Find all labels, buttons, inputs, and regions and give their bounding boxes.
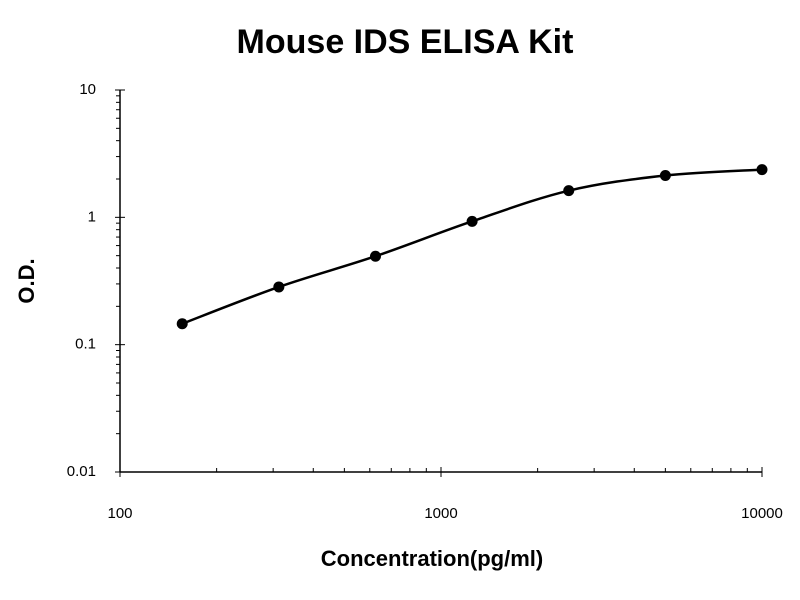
x-tick-label: 10000 (741, 505, 783, 522)
x-axis-title: Concentration(pg/ml) (321, 546, 543, 571)
data-point (466, 215, 478, 227)
data-point (369, 250, 381, 262)
y-tick-label: 10 (79, 81, 96, 98)
y-tick-label: 0.01 (67, 463, 96, 480)
y-axis-title: O.D. (14, 258, 39, 303)
x-tick-label: 100 (107, 505, 132, 522)
y-tick-label: 0.1 (75, 336, 96, 353)
fit-line (181, 168, 763, 325)
data-point (563, 185, 575, 197)
chart-title: Mouse IDS ELISA Kit (237, 23, 574, 61)
data-point (756, 164, 768, 176)
data-point (273, 281, 285, 293)
y-tick-label: 1 (88, 208, 96, 225)
data-point (176, 318, 188, 330)
x-tick-label: 1000 (424, 505, 457, 522)
data-point (659, 170, 671, 182)
